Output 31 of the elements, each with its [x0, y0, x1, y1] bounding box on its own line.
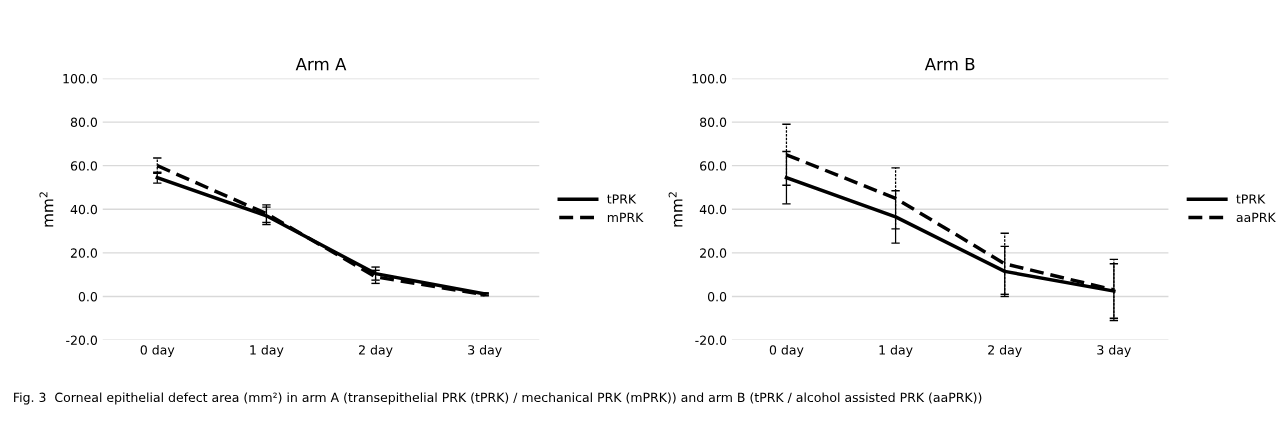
- y-tick-label: 80.0: [70, 117, 98, 128]
- y-tick-label: 100.0: [692, 73, 727, 84]
- x-tick-label: 0 day: [140, 344, 175, 358]
- x-tick-label: 2 day: [988, 344, 1022, 358]
- y-tick-label: 20.0: [70, 248, 98, 258]
- legend-label: mPRK: [607, 212, 644, 222]
- x-tick-label: 3 day: [468, 344, 502, 358]
- y-tick-label: -20.0: [66, 335, 98, 346]
- y-tick-label: 60.0: [700, 161, 727, 171]
- legend-label: tPRK: [1236, 194, 1266, 204]
- y-tick-label: 60.0: [70, 161, 98, 171]
- y-tick-label: 40.0: [699, 204, 727, 215]
- y-tick-label: 40.0: [70, 204, 98, 215]
- y-tick-label: -20.0: [695, 335, 727, 346]
- x-tick-label: 1 day: [879, 344, 913, 358]
- y-axis-title: mm$^{2}$: [668, 192, 683, 227]
- x-tick-label: 1 day: [250, 344, 284, 358]
- x-tick-label: 2 day: [359, 344, 393, 358]
- y-tick-label: 0.0: [78, 291, 98, 302]
- chart-title: Arm A: [295, 58, 347, 71]
- y-tick-label: 0.0: [707, 291, 727, 302]
- caption: Fig. 3 Corneal epithelial defect area (mm²) in arm A (transepithelial PRK (tPRK) / mechanical PRK (mPRK)) and arm B (tPRK / alcohol assisted PRK (aaPRK)): [14, 392, 982, 405]
- legend-label: aaPRK: [1236, 212, 1276, 223]
- chart-title: Arm B: [924, 58, 975, 71]
- legend-label: tPRK: [607, 194, 637, 204]
- y-axis-title: mm$^{2}$: [39, 192, 54, 227]
- y-tick-label: 20.0: [700, 248, 727, 258]
- x-tick-label: 3 day: [1097, 344, 1131, 358]
- x-tick-label: 0 day: [769, 344, 804, 358]
- y-tick-label: 100.0: [63, 73, 98, 84]
- y-tick-label: 80.0: [700, 117, 727, 128]
